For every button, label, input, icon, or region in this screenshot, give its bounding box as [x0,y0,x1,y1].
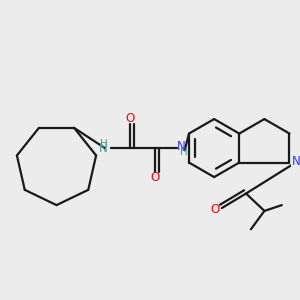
Text: O: O [151,171,160,184]
Text: O: O [125,112,135,125]
Text: H: H [180,147,188,158]
Text: N: N [99,142,108,154]
Text: N: N [292,154,300,168]
Text: O: O [211,203,220,216]
Text: H: H [100,139,108,149]
Text: N: N [177,140,186,153]
